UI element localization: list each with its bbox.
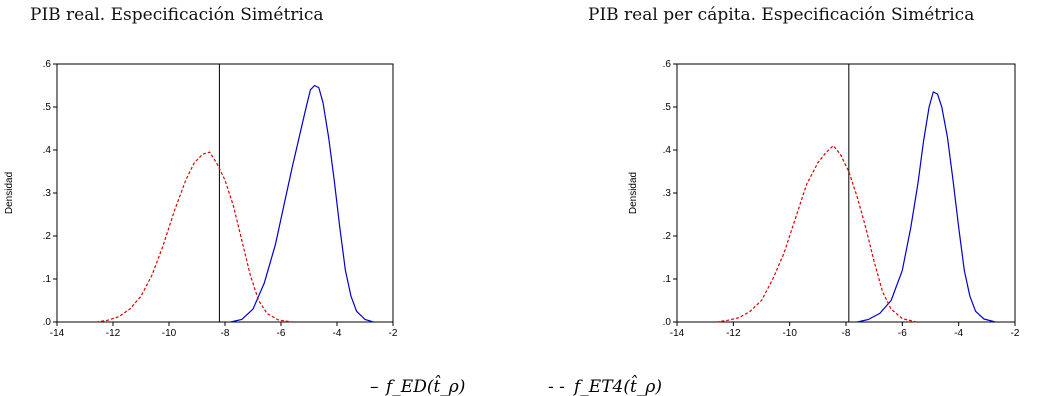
y-tick-label: .6 [43,59,52,70]
y-tick-label: .6 [663,59,672,70]
legend-solid-marker: – [370,377,379,396]
plot-frame [56,63,394,323]
legend-dashed-marker: - - [548,377,565,396]
y-tick-label: .0 [663,317,672,328]
y-axis-label: Densidad [628,172,639,214]
chart-title: PIB real. Especificación Simétrica [30,5,324,25]
y-tick-label: .2 [43,231,52,242]
y-tick-label: .5 [43,102,52,113]
chart-1: PIB real. Especificación Simétrica Densid… [4,5,398,339]
plot-frame [676,63,1016,323]
x-tick-label: -14 [50,328,65,339]
chart-2: PIB real per cápita. Especificación Simé… [588,5,1020,339]
y-tick-label: .1 [43,274,52,285]
chart-title: PIB real per cápita. Especificación Simé… [588,5,974,25]
x-tick-label: -8 [842,328,851,339]
legend: – f_ED(t̂_ρ) - - f_ET4(t̂_ρ) [370,375,662,396]
x-tick-label: -6 [277,328,286,339]
density-curve-solid [857,91,996,323]
x-tick-label: -12 [726,328,741,339]
x-tick-label: -4 [954,328,963,339]
x-tick-label: -2 [1011,328,1020,339]
x-tick-label: -6 [898,328,907,339]
legend-dashed-label: f_ET4(t̂_ρ) [572,375,662,396]
y-tick-label: .3 [663,188,672,199]
y-tick-label: .5 [663,102,672,113]
y-axis-label: Densidad [4,172,15,214]
x-tick-label: -14 [670,328,685,339]
x-tick-label: -2 [389,328,398,339]
legend-solid-label: f_ED(t̂_ρ) [384,375,465,396]
y-tick-label: .3 [43,188,52,199]
x-tick-label: -10 [162,328,177,339]
x-tick-label: -4 [333,328,342,339]
y-tick-label: .1 [663,274,672,285]
density-curve-solid [230,84,374,323]
x-tick-label: -8 [221,328,230,339]
y-tick-label: .0 [43,317,52,328]
x-tick-label: -10 [782,328,797,339]
density-curve-dashed [96,151,293,323]
y-tick-label: .4 [43,145,52,156]
y-tick-label: .4 [663,145,672,156]
x-tick-label: -12 [106,328,121,339]
y-tick-label: .2 [663,231,672,242]
density-curve-dashed [716,145,917,323]
